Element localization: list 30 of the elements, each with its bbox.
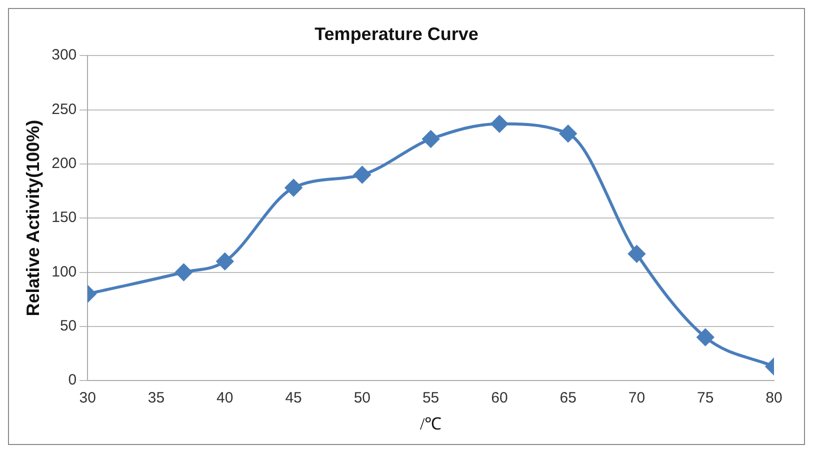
point [560,125,577,142]
point [216,252,234,270]
x-axis-title: /℃ [420,414,442,434]
point [628,245,646,262]
point [422,130,440,148]
y-tick-label: 250 [52,100,77,118]
y-tick-label: 150 [52,209,77,226]
x-tick-label: 40 [216,390,234,407]
point [175,264,192,281]
y-tick-label: 0 [68,372,77,389]
x-tick-label: 70 [628,390,646,407]
y-tick-label: 50 [60,318,77,335]
x-tick-label: 50 [354,390,371,407]
x-tick-label: 75 [697,390,714,407]
y-axis-title: Relative Activity(100%) [22,120,43,316]
x-tick-label: 35 [148,390,165,407]
y-tick-label: 300 [52,46,77,64]
chart-title: Temperature Curve [314,24,478,44]
x-tick-label: 45 [285,390,302,407]
point [354,166,371,184]
x-tick-label: 65 [560,390,576,407]
x-tick-label: 80 [766,390,782,407]
point [285,179,302,196]
x-tick-label: 55 [422,390,440,407]
y-tick-label: 100 [52,263,77,280]
point [696,328,714,346]
y-tick-label: 200 [52,155,77,172]
x-tick-label: 30 [79,390,96,407]
point [490,115,508,132]
x-tick-label: 60 [491,390,508,407]
